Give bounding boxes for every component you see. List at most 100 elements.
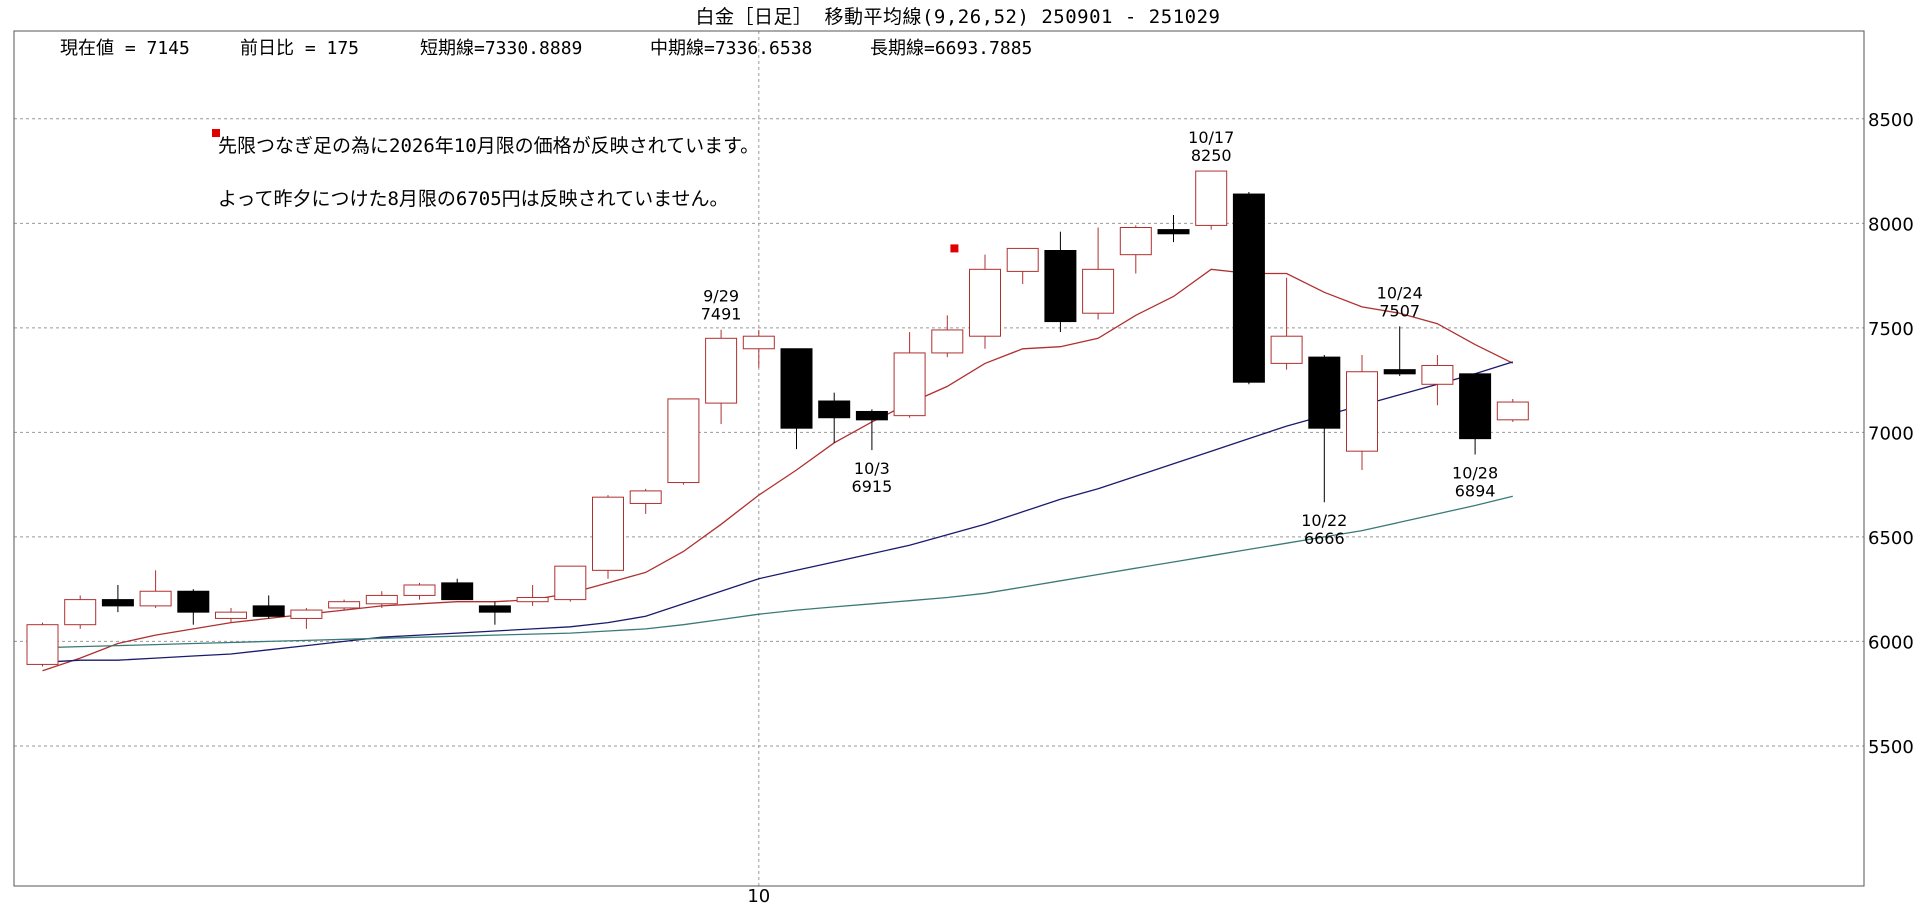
candle-body: [1082, 268, 1115, 314]
candle: [1346, 355, 1378, 470]
y-tick-label: 8000: [1868, 214, 1914, 235]
stat-1: 現在値 = 7145: [60, 38, 190, 59]
candle-body: [592, 496, 624, 571]
candle-body: [780, 348, 813, 429]
moving-average-lines: [42, 268, 1514, 672]
candle: [667, 398, 700, 485]
candle-body: [441, 582, 474, 601]
annotation-date: 10/17: [1188, 128, 1234, 147]
annotation-date: 10/3: [854, 459, 890, 478]
note-line-2: よって昨夕につけた8月限の6705円は反映されていません。: [218, 188, 729, 210]
candle: [215, 607, 247, 623]
candle: [441, 578, 474, 601]
candle: [1082, 227, 1115, 320]
candle-body: [818, 400, 851, 419]
candle: [931, 315, 964, 358]
candle-body: [969, 268, 1001, 337]
candle: [365, 591, 398, 608]
annotation-date: 10/22: [1301, 511, 1347, 530]
stat-4: 中期線=7336.6538: [650, 38, 812, 59]
x-axis-ticks: 10: [747, 886, 770, 906]
candle-body: [26, 624, 59, 665]
candle-body: [1346, 371, 1378, 452]
red-marker: [950, 244, 959, 253]
plot-frame: [13, 30, 1865, 887]
candle-body: [1496, 401, 1529, 421]
candle: [252, 595, 285, 619]
candle: [1308, 355, 1341, 503]
candle: [139, 570, 172, 608]
candle-body: [516, 597, 549, 603]
candle-body: [1308, 356, 1341, 429]
candle-body: [1232, 193, 1265, 383]
candle: [1421, 355, 1454, 406]
candle: [328, 599, 361, 611]
candle: [1459, 373, 1492, 455]
y-tick-label: 8500: [1868, 110, 1914, 131]
candle-body: [931, 329, 964, 354]
candle-body: [1119, 227, 1152, 256]
ma-line-mid: [42, 361, 1513, 663]
ma-line-short: [42, 268, 1514, 672]
candle-body: [1006, 247, 1039, 272]
y-tick-label: 7500: [1868, 319, 1914, 340]
candle: [1195, 170, 1228, 230]
candle: [742, 329, 775, 368]
candle: [705, 329, 738, 425]
y-tick-label: 7000: [1868, 423, 1914, 444]
candle: [177, 589, 210, 625]
candle-body: [1195, 170, 1228, 226]
candle: [554, 565, 587, 602]
candle: [780, 348, 813, 450]
candle: [1044, 231, 1077, 333]
candle: [1157, 214, 1190, 243]
candle: [516, 584, 549, 606]
annotation-value: 7491: [701, 305, 742, 324]
candle-body: [554, 565, 587, 601]
candle: [1383, 326, 1416, 376]
y-tick-label: 6500: [1868, 528, 1914, 549]
candle-body: [742, 335, 775, 350]
candle-body: [1421, 364, 1454, 385]
candle-body: [1044, 249, 1077, 323]
candle: [893, 332, 926, 418]
candle: [1006, 247, 1039, 284]
candle-body: [252, 605, 285, 617]
stat-3: 短期線=7330.8889: [420, 38, 582, 59]
note-marker: [212, 129, 220, 137]
candle-body: [101, 599, 134, 607]
candle-body: [328, 601, 361, 609]
candle: [1496, 398, 1529, 422]
x-tick-label: 10: [747, 886, 770, 906]
annotation-value: 8250: [1191, 146, 1232, 165]
y-tick-label: 6000: [1868, 632, 1914, 653]
chart-title: 白金［日足］ 移動平均線(9,26,52) 250901 - 251029: [695, 6, 1221, 28]
y-axis-ticks: 5500 6000 6500 7000 7500 8000 8500: [1868, 110, 1914, 758]
candle-body: [365, 594, 398, 605]
candle: [101, 584, 134, 613]
candle-body: [139, 590, 172, 607]
y-tick-label: 5500: [1868, 737, 1914, 758]
candle-body: [1270, 335, 1303, 364]
annotation-value: 7507: [1379, 301, 1420, 320]
candle: [969, 254, 1001, 349]
annotation-date: 10/28: [1452, 464, 1498, 483]
candle: [1232, 191, 1265, 385]
candle-body: [403, 584, 436, 596]
stat-2: 前日比 = 175: [240, 38, 359, 59]
ma-line-long: [42, 495, 1513, 649]
candle: [818, 392, 851, 443]
candle-body: [215, 611, 247, 619]
candle-body: [629, 490, 662, 504]
candle-body: [855, 410, 888, 421]
stats-bar: 現在値 = 7145 前日比 = 175 短期線=7330.8889 中期線=7336…: [60, 38, 1032, 59]
candle-body: [1383, 369, 1416, 375]
candle: [403, 582, 436, 600]
candle-body: [893, 352, 926, 417]
candle: [629, 488, 662, 514]
annotation-value: 6894: [1455, 482, 1496, 501]
candle-body: [667, 398, 700, 484]
candle-body: [1157, 229, 1190, 235]
